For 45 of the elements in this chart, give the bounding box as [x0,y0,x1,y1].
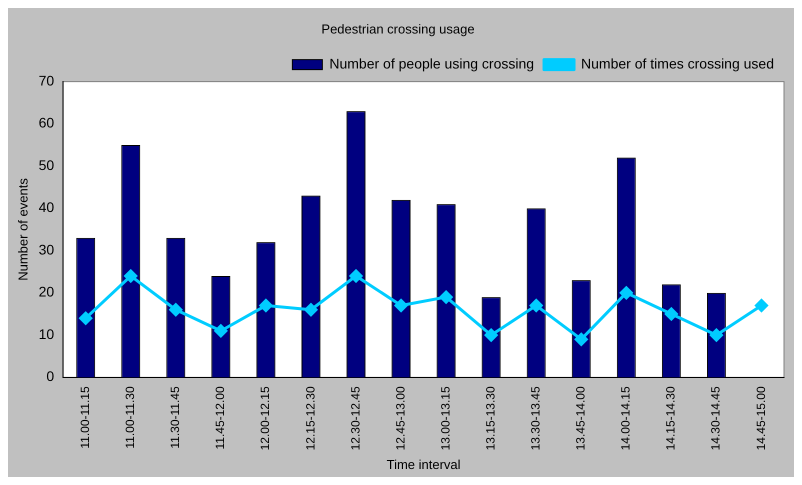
x-tick-label: 14.00-14.15 [618,386,633,450]
legend-label: Number of people using crossing [329,55,534,72]
point [394,299,408,312]
chart-title: Pedestrian crossing usage [321,21,475,36]
x-tick-label: 12.30-12.45 [348,386,362,450]
y-tick-label: 10 [38,326,54,342]
x-tick-label: 14.15-14.30 [664,386,678,450]
point [530,299,543,312]
point [440,290,453,304]
point [754,299,768,312]
y-tick-label: 60 [38,114,54,131]
x-tick-label: 14.30-14.45 [708,386,723,450]
legend-label: Number of times crossing used [581,55,774,72]
y-tick-label: 0 [46,368,54,384]
point [574,332,588,346]
point [259,299,272,312]
x-tick-label: 11.00-11.30 [123,386,138,449]
point [304,303,318,316]
x-tick-label: 13.15-13.30 [483,386,498,450]
x-tick-label: 14.45-15.00 [754,386,768,450]
y-tick-label: 30 [38,241,54,258]
y-tick-label: 70 [38,72,54,88]
x-tick-label: 12.15-12.30 [303,386,318,450]
y-axis-title: Number of events [15,178,30,281]
x-tick-label: 11.45-12.00 [213,386,228,450]
y-tick-label: 40 [38,199,54,216]
point [710,328,723,342]
x-tick-label: 13.30-13.45 [528,386,543,450]
point [79,312,92,325]
x-tick-label: 12.45-13.00 [393,386,408,450]
point [350,269,363,282]
point [664,307,678,320]
x-tick-label: 12.00-12.15 [258,386,272,450]
point [484,328,498,342]
y-tick-label: 50 [38,156,54,173]
point [169,303,182,316]
point [124,269,138,282]
y-tick-label: 20 [38,284,54,300]
x-axis-title: Time interval [386,456,461,472]
point [620,286,633,300]
x-tick-label: 11.30-11.45 [168,386,182,449]
x-tick-label: 13.00-13.15 [438,386,452,450]
x-tick-label: 13.45-14.00 [574,386,588,450]
point [214,324,228,338]
x-tick-label: 11.00-11.15 [78,386,92,449]
